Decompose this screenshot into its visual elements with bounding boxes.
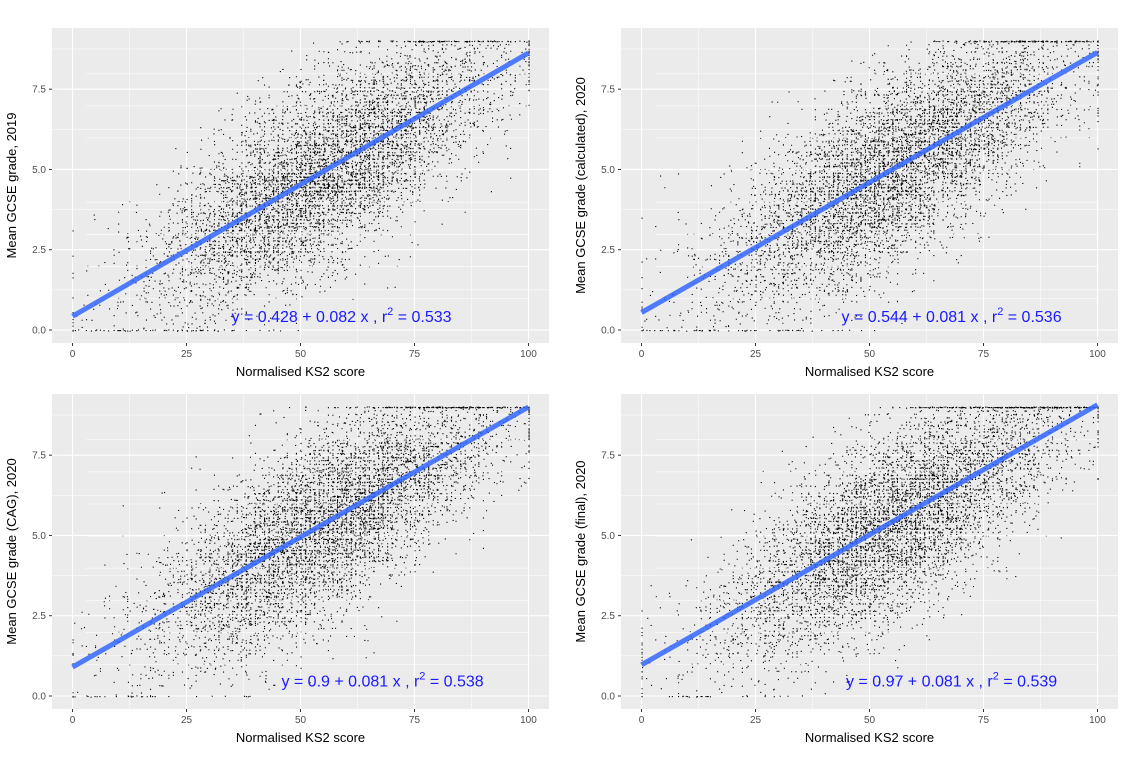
grid-lines: [52, 394, 549, 709]
x-axis-title: Normalised KS2 score: [805, 730, 934, 745]
y-tick-label: 5.0: [32, 531, 46, 542]
y-tick-label: 7.5: [32, 451, 46, 462]
chart-panel-4: y = 0.97 + 0.081 x , r2 = 0.539 0 25 50 75 10…: [573, 394, 1118, 745]
y-tick-label: 2.5: [601, 611, 615, 622]
y-tick-label: 7.5: [601, 85, 615, 96]
x-tick-label: 0: [70, 715, 76, 726]
x-tick-label: 50: [864, 349, 876, 360]
x-tick-label: 25: [750, 349, 762, 360]
regression-annotation: y = 0.97 + 0.081 x , r2 = 0.539: [846, 670, 1057, 690]
y-tick-label: 0.0: [601, 691, 615, 702]
x-tick-label: 0: [639, 349, 645, 360]
x-axis-title: Normalised KS2 score: [805, 364, 934, 379]
regression-annotation: y = 0.428 + 0.082 x , r2 = 0.533: [232, 306, 452, 326]
y-tick-label: 2.5: [32, 245, 46, 256]
x-tick-label: 100: [520, 349, 537, 360]
y-tick-label: 7.5: [32, 85, 46, 96]
scatter-points: [72, 406, 530, 698]
x-tick-label: 50: [295, 349, 307, 360]
x-tick-label: 100: [1089, 349, 1106, 360]
scatter-points: [641, 406, 1099, 698]
regression-annotation: y = 0.9 + 0.081 x , r2 = 0.538: [281, 670, 483, 690]
regression-line: [71, 404, 530, 670]
x-tick-label: 75: [409, 715, 421, 726]
x-tick-label: 0: [639, 715, 645, 726]
regression-annotation: y = 0.544 + 0.081 x , r2 = 0.536: [842, 306, 1062, 326]
y-tick-label: 0.0: [32, 691, 46, 702]
x-tick-label: 75: [978, 715, 990, 726]
x-axis-title: Normalised KS2 score: [236, 730, 365, 745]
y-tick-label: 0.0: [32, 325, 46, 336]
x-axis-title: Normalised KS2 score: [236, 364, 365, 379]
x-tick-label: 25: [181, 715, 193, 726]
y-axis-title: Mean GCSE grade (CAG), 2020: [4, 458, 19, 644]
y-tick-label: 7.5: [601, 451, 615, 462]
x-tick-label: 50: [295, 715, 307, 726]
y-tick-label: 2.5: [32, 611, 46, 622]
y-axis-title: Mean GCSE grade, 2019: [4, 113, 19, 259]
y-tick-label: 5.0: [601, 165, 615, 176]
x-tick-label: 0: [70, 349, 76, 360]
x-tick-label: 100: [520, 715, 537, 726]
x-tick-label: 75: [978, 349, 990, 360]
y-tick-label: 0.0: [601, 325, 615, 336]
chart-panel-1: y = 0.428 + 0.082 x , r2 = 0.533 0 25 50 75 1…: [4, 28, 549, 379]
chart-panel-3: y = 0.9 + 0.081 x , r2 = 0.538 0 25 50 75 100…: [4, 394, 549, 745]
x-tick-label: 75: [409, 349, 421, 360]
x-tick-label: 100: [1089, 715, 1106, 726]
regression-line: [71, 50, 530, 319]
chart-panel-2: y = 0.544 + 0.081 x , r2 = 0.536 0 25 50 75 1…: [573, 28, 1118, 379]
scatter-points: [641, 40, 1099, 332]
y-tick-label: 2.5: [601, 245, 615, 256]
y-axis-title: Mean GCSE grade (final), 2020: [573, 460, 588, 642]
x-tick-label: 25: [181, 349, 193, 360]
regression-line: [640, 50, 1099, 315]
y-tick-label: 5.0: [32, 165, 46, 176]
y-axis-title: Mean GCSE grade (calculated), 2020: [573, 77, 588, 294]
x-tick-label: 50: [864, 715, 876, 726]
regression-line: [640, 402, 1099, 668]
scatter-points: [72, 40, 530, 332]
y-tick-label: 5.0: [601, 531, 615, 542]
x-tick-label: 25: [750, 715, 762, 726]
